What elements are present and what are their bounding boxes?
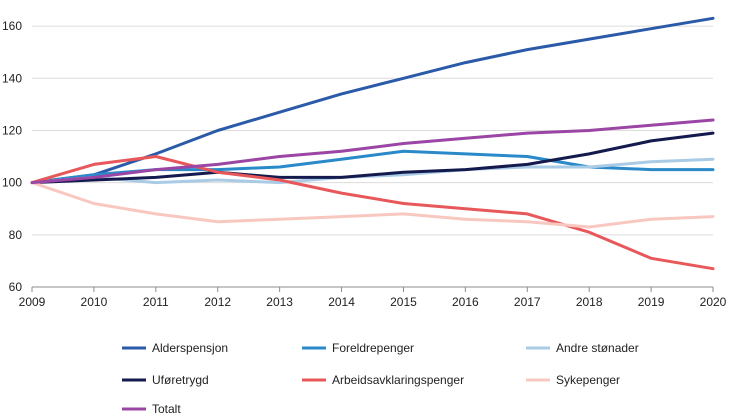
x-tick-label: 2017 xyxy=(514,295,541,309)
legend-label: Sykepenger xyxy=(556,373,620,387)
y-axis: 60 80 100 120 140 160 xyxy=(2,19,22,294)
y-tick-label: 100 xyxy=(2,176,22,190)
series-line-6 xyxy=(30,118,715,185)
legend-label: Alderspensjon xyxy=(152,341,228,355)
y-tick-label: 160 xyxy=(2,19,22,33)
x-tick-label: 2011 xyxy=(143,295,169,309)
series-lines xyxy=(30,16,715,271)
y-tick-label: 60 xyxy=(9,280,23,294)
series-line-3 xyxy=(30,131,715,185)
legend-label: Arbeidsavklaringspenger xyxy=(332,373,464,387)
legend-label: Uføretrygd xyxy=(152,373,209,387)
legend-label: Totalt xyxy=(152,402,181,416)
y-tick-label: 140 xyxy=(2,71,22,85)
legend-item-2: Andre stønader xyxy=(526,341,639,355)
series-line-4 xyxy=(30,155,715,271)
legend-item-6: Totalt xyxy=(122,402,181,416)
x-tick-label: 2012 xyxy=(204,295,231,309)
x-tick-label: 2009 xyxy=(19,295,46,309)
legend-label: Foreldrepenger xyxy=(332,341,414,355)
x-tick-label: 2016 xyxy=(452,295,479,309)
y-tick-label: 80 xyxy=(9,228,23,242)
x-tick-label: 2019 xyxy=(638,295,665,309)
x-tick-label: 2010 xyxy=(81,295,108,309)
x-tick-label: 2014 xyxy=(328,295,355,309)
x-axis: 2009 2010 2011 2012 2013 2014 2015 2016 2017 2018… xyxy=(19,287,727,309)
legend-item-1: Foreldrepenger xyxy=(302,341,414,355)
legend-label: Andre stønader xyxy=(556,341,639,355)
y-tick-label: 120 xyxy=(2,123,22,137)
x-tick-label: 2018 xyxy=(576,295,603,309)
x-tick-label: 2020 xyxy=(700,295,727,309)
legend-item-5: Sykepenger xyxy=(526,373,620,387)
series-line-5 xyxy=(30,181,715,229)
legend-item-3: Uføretrygd xyxy=(122,373,209,387)
x-tick-label: 2015 xyxy=(390,295,417,309)
legend: Alderspensjon Foreldrepenger Andre stønade… xyxy=(122,341,639,416)
legend-item-0: Alderspensjon xyxy=(122,341,228,355)
x-tick-label: 2013 xyxy=(266,295,293,309)
legend-item-4: Arbeidsavklaringspenger xyxy=(302,373,464,387)
